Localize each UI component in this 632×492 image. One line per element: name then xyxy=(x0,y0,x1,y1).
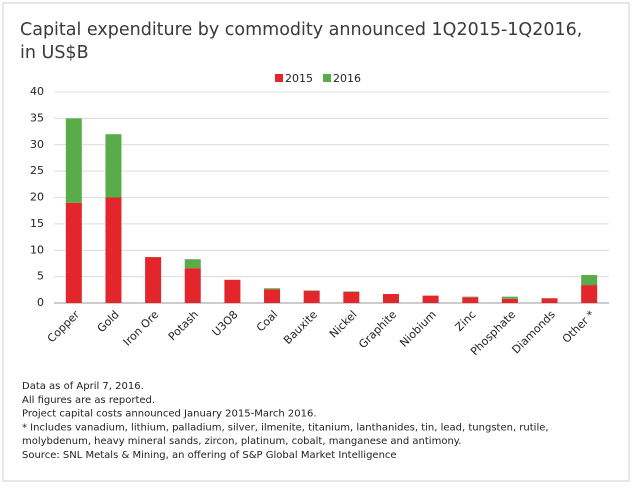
chart-title: Capital expenditure by commodity announc… xyxy=(20,20,582,40)
bar xyxy=(65,202,82,303)
bar xyxy=(224,279,241,303)
bar xyxy=(184,268,201,303)
footnote: Project capital costs announced January … xyxy=(22,409,317,420)
bar xyxy=(65,118,82,203)
bar xyxy=(184,259,201,269)
legend-label: 2015 xyxy=(285,72,313,85)
y-tick-label: 30 xyxy=(30,138,44,151)
footnote: Source: SNL Metals & Mining, an offering… xyxy=(22,450,397,461)
footnote: molybdenum, heavy mineral sands, zircon,… xyxy=(22,436,461,447)
y-tick-label: 5 xyxy=(37,270,44,283)
y-tick-label: 40 xyxy=(30,85,44,98)
bar xyxy=(382,294,399,303)
legend-swatch xyxy=(323,74,331,82)
y-tick-label: 35 xyxy=(30,111,44,124)
chart-title: in US$B xyxy=(20,43,89,63)
bar xyxy=(501,298,518,303)
bar xyxy=(422,295,439,303)
bar xyxy=(501,296,518,299)
footnote: All figures are as reported. xyxy=(22,395,155,406)
bar xyxy=(581,285,598,303)
footnote: * Includes vanadium, lithium, palladium,… xyxy=(22,422,549,433)
bar xyxy=(581,275,598,286)
bar xyxy=(462,296,479,298)
legend-swatch xyxy=(275,74,283,82)
footnote: Data as of April 7, 2016. xyxy=(22,381,144,392)
bar xyxy=(303,290,320,291)
bar xyxy=(343,291,360,292)
bar xyxy=(264,289,281,303)
y-tick-label: 25 xyxy=(30,164,44,177)
bar xyxy=(343,291,360,303)
y-tick-label: 0 xyxy=(37,296,44,309)
bar xyxy=(303,290,320,303)
y-tick-label: 10 xyxy=(30,243,44,256)
y-tick-label: 15 xyxy=(30,217,44,230)
bar xyxy=(264,288,281,290)
bar xyxy=(105,134,122,198)
bar xyxy=(105,197,122,303)
bar xyxy=(541,298,558,303)
bar xyxy=(462,297,479,303)
bar xyxy=(145,257,162,303)
y-tick-label: 20 xyxy=(30,191,44,204)
legend-label: 2016 xyxy=(333,72,361,85)
